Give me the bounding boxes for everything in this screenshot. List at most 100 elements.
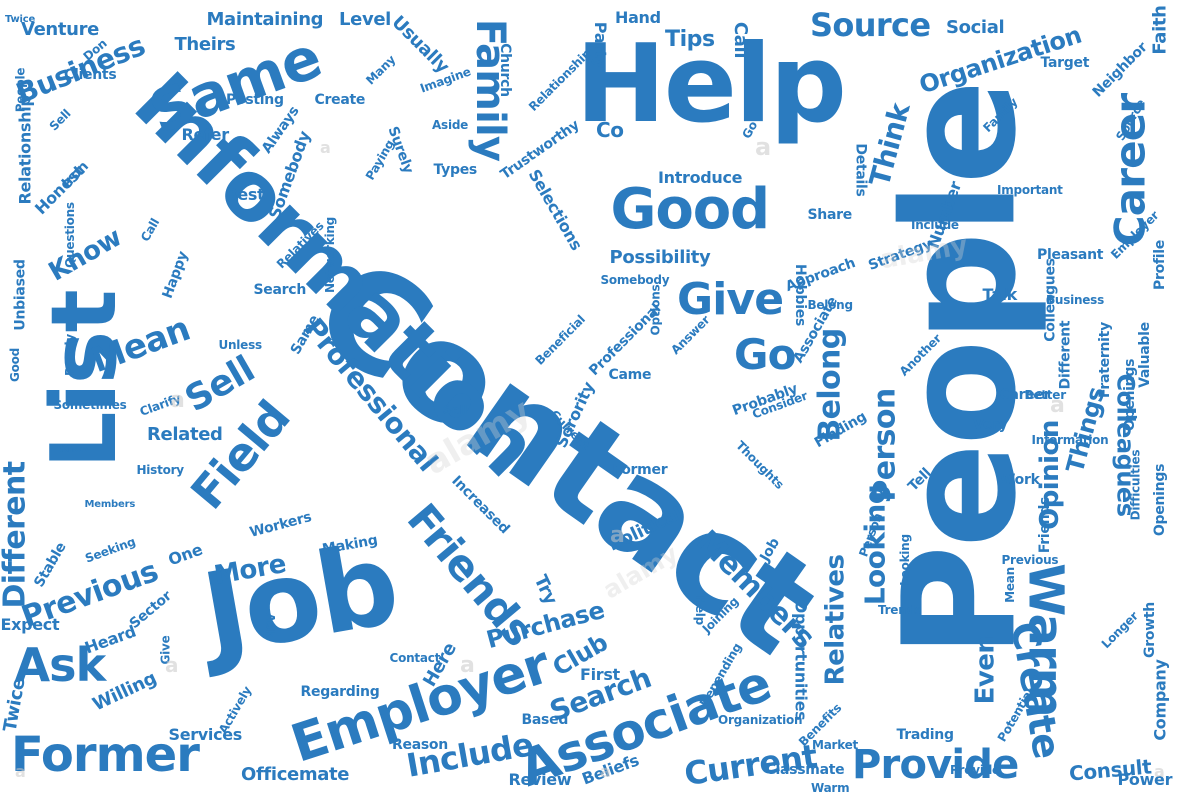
word-cloud-word: Longer: [1098, 608, 1141, 652]
word-cloud-word: Good: [7, 348, 22, 382]
word-cloud-word: Maintaining: [206, 9, 324, 30]
word-cloud-word: Provide: [950, 763, 1000, 777]
word-cloud-word: Openings: [1122, 358, 1139, 432]
word-cloud-word: Theirs: [174, 34, 236, 55]
word-cloud-word: Refer: [181, 125, 230, 144]
word-cloud-word: Reason: [392, 737, 448, 753]
word-cloud-word: Hand: [615, 8, 661, 27]
word-cloud-word: Sell: [46, 106, 74, 134]
word-cloud-word: Difficulties: [1127, 449, 1142, 521]
word-cloud-word: Social: [946, 17, 1005, 38]
word-cloud-word: Twice: [0, 676, 30, 734]
word-cloud-word: Person: [867, 388, 903, 502]
word-cloud-word: Try: [529, 571, 562, 608]
watermark-mark: a: [460, 653, 475, 678]
word-cloud-word: Give: [677, 274, 784, 325]
word-cloud-word: Openings: [1152, 463, 1169, 537]
watermark-mark: a: [320, 138, 331, 157]
word-cloud-word: Tips: [665, 27, 715, 52]
word-cloud-word: Information: [1031, 433, 1109, 447]
watermark-mark: a: [600, 762, 611, 781]
word-cloud-word: Church: [496, 43, 513, 97]
word-cloud-word: Twice: [5, 14, 36, 25]
word-cloud-word: Target: [1040, 55, 1090, 71]
word-cloud-word: Related: [147, 424, 223, 445]
word-cloud-word: Party: [591, 21, 611, 69]
word-cloud-word: Questions: [62, 202, 77, 268]
word-cloud-word: Share: [807, 207, 853, 223]
word-cloud-word: Best: [225, 185, 265, 204]
word-cloud-word: Friends: [1037, 496, 1054, 554]
word-cloud-word: Good: [610, 177, 771, 242]
word-cloud-word: Heard: [81, 621, 138, 658]
word-cloud-word: Different: [1056, 320, 1073, 390]
watermark-mark: a: [170, 388, 185, 413]
word-cloud-word: Unbiased: [12, 259, 29, 331]
word-cloud-word: Sometimes: [53, 398, 127, 412]
word-cloud-word: Somebody: [600, 273, 670, 287]
word-cloud-word: Organization: [718, 713, 803, 727]
word-cloud-word: Details: [852, 143, 869, 197]
word-cloud-word: Services: [168, 725, 243, 744]
word-cloud-word: Profile: [1152, 239, 1169, 291]
word-cloud-word: Call: [137, 216, 163, 244]
word-cloud-word: Seeking: [83, 534, 138, 566]
word-cloud-word: Business: [1046, 293, 1104, 307]
word-cloud-word: Previous: [1001, 553, 1059, 567]
word-cloud-word: Possibility: [609, 247, 711, 268]
word-cloud-word: Things: [1060, 384, 1111, 476]
word-cloud-word: Many: [362, 52, 398, 88]
word-cloud-word: Looking: [897, 534, 912, 586]
word-cloud-word: Introduce: [658, 168, 743, 187]
word-cloud-word: Fraternity: [1096, 322, 1113, 398]
word-cloud-word: Career: [999, 387, 1051, 403]
word-cloud-word: Company: [1150, 659, 1170, 741]
word-cloud-word: Job: [194, 519, 406, 681]
word-cloud-word: Selections: [524, 166, 587, 254]
word-cloud-word: Power: [1117, 770, 1173, 789]
word-cloud-word: Trading: [896, 727, 954, 743]
word-cloud-word: Members: [84, 499, 136, 510]
word-cloud-word: Ask: [262, 613, 277, 637]
word-cloud-word: First: [580, 665, 620, 684]
word-cloud-word: Review: [508, 770, 572, 789]
word-cloud-word: Valuable: [1136, 322, 1153, 388]
word-cloud-word: Purely: [62, 334, 77, 376]
word-cloud-word: Search: [253, 282, 307, 298]
word-cloud-word: Officemate: [241, 764, 350, 785]
word-cloud-word: Co: [596, 118, 624, 142]
word-cloud-word: Relatives: [819, 554, 850, 686]
word-cloud-word: Help: [575, 22, 847, 147]
word-cloud-word: Go: [734, 330, 796, 379]
word-cloud-word: Warm: [811, 781, 850, 794]
word-cloud-word: Source: [810, 6, 931, 44]
word-cloud-word: Stable: [30, 539, 70, 591]
word-cloud-word: Happy: [159, 249, 191, 301]
word-cloud-word: Include: [911, 218, 959, 232]
word-cloud-word: Former: [11, 727, 200, 783]
word-cloud-word: Networking: [323, 217, 337, 293]
watermark-mark: a: [1154, 762, 1165, 781]
word-cloud-word: Usually: [387, 11, 454, 78]
word-cloud-word: Mean: [1002, 567, 1017, 603]
word-cloud-word: Growth: [1141, 602, 1158, 658]
word-cloud-word: Based: [521, 712, 569, 728]
word-cloud-word: Important: [997, 183, 1063, 197]
word-cloud-word: History: [136, 463, 185, 477]
word-cloud-word: Level: [339, 9, 391, 30]
word-cloud-word: Talk: [982, 285, 1018, 304]
word-cloud-word: Create: [314, 92, 366, 108]
watermark-mark: a: [1050, 393, 1065, 418]
word-cloud-word: Classmate: [765, 762, 845, 778]
word-cloud-word: Approach: [782, 255, 857, 295]
word-cloud-word: Pleasant: [1037, 247, 1104, 263]
word-cloud-word: Unless: [218, 338, 263, 352]
word-cloud-word: Market: [812, 738, 859, 752]
watermark-mark: a: [610, 523, 625, 548]
word-cloud-word: Different: [0, 461, 33, 609]
word-cloud-word: List: [31, 291, 137, 469]
watermark-mark: a: [15, 762, 26, 781]
word-cloud-word: Better: [1024, 388, 1067, 402]
word-cloud-word: Trends: [878, 603, 922, 617]
word-cloud-word: Even: [969, 635, 1000, 705]
